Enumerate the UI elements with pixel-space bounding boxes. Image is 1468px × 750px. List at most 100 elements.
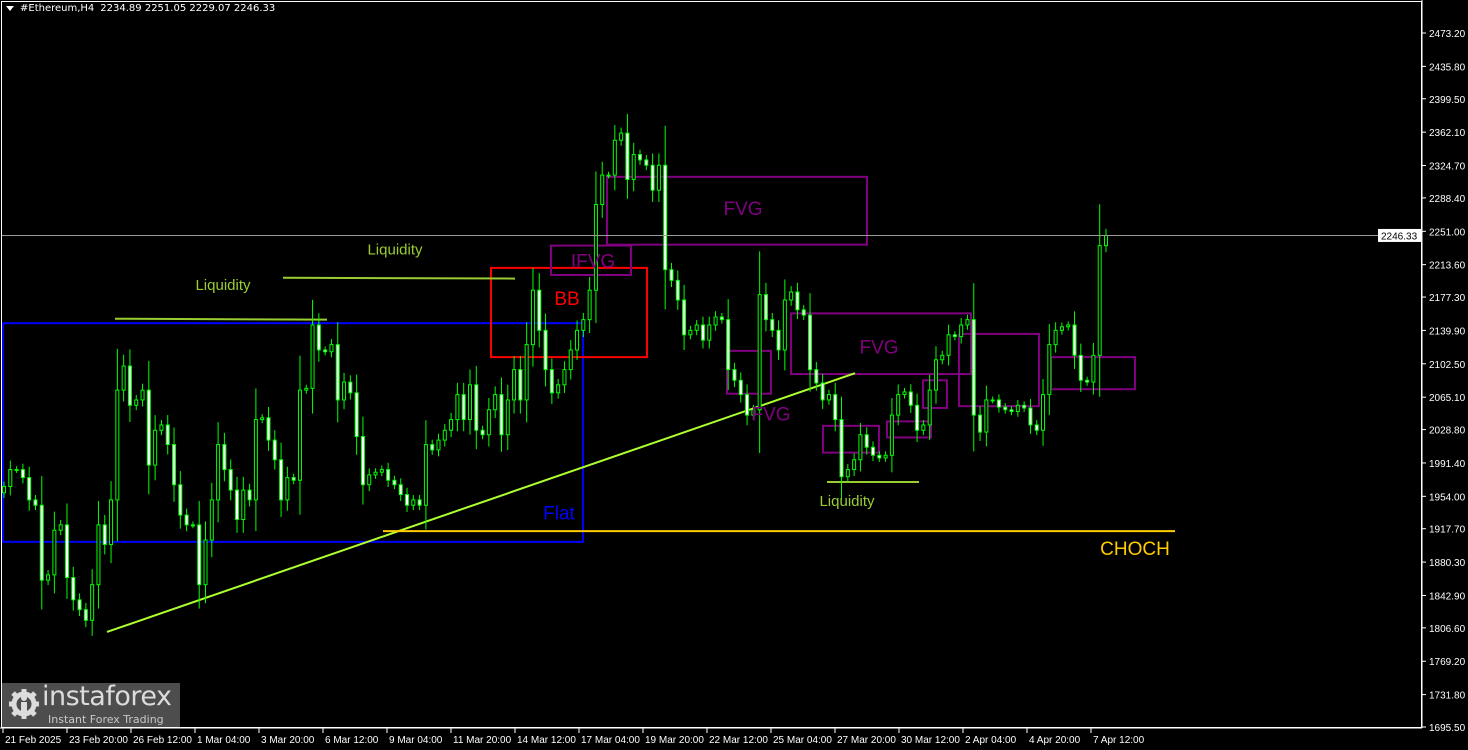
ifvg-box[interactable] bbox=[550, 244, 632, 277]
candle-body bbox=[297, 389, 302, 481]
label-fvg-mid: FVG bbox=[859, 337, 898, 358]
candle-body bbox=[64, 524, 69, 579]
fvg-box-b[interactable] bbox=[886, 420, 932, 439]
candle bbox=[272, 430, 277, 470]
candle bbox=[1066, 321, 1071, 331]
time-axis[interactable]: 21 Feb 2025 23 Feb 20:00 26 Feb 12:00 1 Mar… bbox=[0, 727, 1422, 746]
price-axis[interactable]: 2473.20 2435.80 2399.50 2362.10 2324.70 2288.… bbox=[1421, 0, 1466, 734]
time-tick-label: 21 Feb 2025 bbox=[5, 735, 62, 746]
candle bbox=[153, 415, 158, 481]
candle-body bbox=[461, 394, 466, 421]
candle-body bbox=[184, 514, 189, 526]
candle bbox=[203, 521, 208, 604]
candle bbox=[442, 423, 447, 447]
candle bbox=[656, 153, 661, 202]
candle-body bbox=[27, 477, 32, 501]
candle bbox=[234, 476, 239, 533]
liquidity-line-2[interactable] bbox=[282, 276, 516, 280]
candle-body bbox=[209, 499, 214, 541]
candle bbox=[64, 503, 69, 599]
candle-body bbox=[745, 394, 750, 416]
candle-body bbox=[77, 599, 82, 611]
candle bbox=[373, 468, 378, 479]
candle bbox=[826, 389, 831, 405]
candle-body bbox=[883, 454, 888, 459]
candle bbox=[1091, 342, 1096, 395]
candle-body bbox=[1066, 324, 1071, 328]
price-tick-label: 1954.00 bbox=[1429, 492, 1466, 503]
price-tick-label: 2177.30 bbox=[1429, 293, 1466, 304]
candle-body bbox=[1104, 234, 1108, 247]
fvg-box-mid[interactable] bbox=[790, 312, 972, 376]
candle-body bbox=[228, 469, 233, 491]
candle bbox=[927, 374, 932, 441]
candle-body bbox=[845, 469, 850, 478]
time-tick-label: 14 Mar 12:00 bbox=[517, 735, 576, 746]
label-ifvg: IFVG bbox=[571, 252, 615, 273]
candle-body bbox=[1009, 409, 1014, 413]
candle bbox=[1003, 403, 1008, 414]
candle bbox=[190, 521, 195, 529]
time-tick-label: 4 Apr 20:00 bbox=[1029, 735, 1081, 746]
time-tick-label: 26 Feb 12:00 bbox=[133, 735, 192, 746]
candle-body bbox=[864, 434, 869, 448]
candle bbox=[845, 464, 850, 483]
candle bbox=[241, 476, 246, 533]
fvg-box-upper[interactable] bbox=[606, 175, 868, 246]
candles bbox=[2, 113, 1108, 636]
candle-body bbox=[984, 399, 989, 433]
candle-body bbox=[405, 494, 410, 506]
candle bbox=[52, 511, 57, 594]
price-tick-label: 2139.90 bbox=[1429, 326, 1466, 337]
candle bbox=[587, 276, 592, 333]
candle-body bbox=[493, 394, 498, 411]
candle-body bbox=[316, 324, 321, 351]
candle bbox=[600, 161, 605, 218]
candle-body bbox=[581, 319, 586, 331]
candle-body bbox=[757, 294, 762, 411]
candle-body bbox=[1047, 344, 1052, 396]
dropdown-triangle-icon[interactable] bbox=[6, 6, 14, 11]
price-tick-label: 1806.60 bbox=[1429, 624, 1466, 635]
liquidity-line-1[interactable] bbox=[114, 317, 328, 321]
candle-body bbox=[329, 344, 334, 353]
candle-body bbox=[159, 424, 164, 431]
flat-box[interactable] bbox=[2, 322, 584, 543]
candle bbox=[329, 339, 334, 358]
candle-body bbox=[58, 524, 63, 531]
candle-body bbox=[455, 394, 460, 421]
candle bbox=[411, 495, 416, 511]
candle-body bbox=[1015, 404, 1020, 413]
price-tick-label: 2399.50 bbox=[1429, 95, 1466, 106]
candle bbox=[115, 348, 120, 542]
candle bbox=[96, 500, 101, 609]
candle bbox=[1053, 322, 1058, 353]
candle bbox=[530, 268, 535, 367]
candle-body bbox=[323, 349, 328, 353]
candle-body bbox=[915, 404, 920, 431]
candle bbox=[990, 396, 995, 404]
candle bbox=[852, 453, 857, 476]
time-tick-label: 11 Mar 20:00 bbox=[453, 735, 512, 746]
candle bbox=[455, 382, 460, 432]
candle bbox=[14, 466, 19, 473]
candle-body bbox=[253, 419, 258, 501]
candle bbox=[430, 439, 435, 455]
candle bbox=[348, 375, 353, 400]
fvg-box-small[interactable] bbox=[726, 349, 772, 395]
candle bbox=[732, 362, 737, 388]
candle-body bbox=[153, 429, 158, 466]
trendline[interactable] bbox=[106, 372, 856, 633]
watermark-tagline: Instant Forex Trading bbox=[48, 713, 164, 726]
fvg-box-a[interactable] bbox=[822, 424, 880, 454]
candle bbox=[933, 346, 938, 404]
candle-body bbox=[109, 499, 114, 546]
candle bbox=[688, 325, 693, 340]
candle bbox=[304, 384, 309, 394]
candle bbox=[593, 171, 598, 324]
candle bbox=[707, 316, 712, 349]
candle-body bbox=[675, 279, 680, 301]
candle-body bbox=[877, 454, 882, 459]
candle-body bbox=[360, 436, 365, 486]
